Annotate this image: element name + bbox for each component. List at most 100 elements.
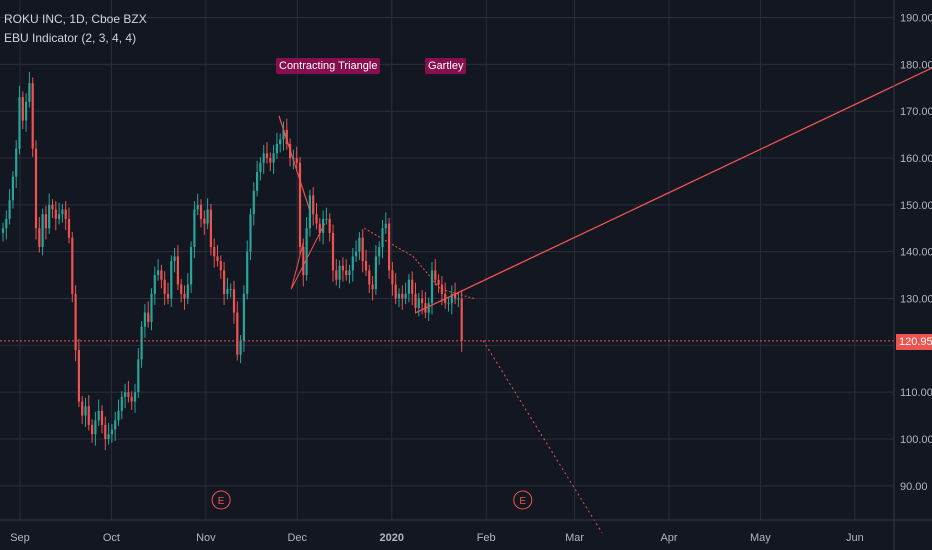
candle-body — [153, 275, 156, 294]
candle-body — [15, 148, 18, 177]
candle-body — [97, 410, 100, 421]
candle-body — [170, 261, 173, 299]
candle-body — [31, 83, 34, 149]
candle-body — [117, 410, 120, 421]
candle-body — [401, 293, 404, 299]
candle-body — [232, 289, 236, 313]
candle-body — [355, 251, 358, 257]
candle-body — [361, 237, 364, 262]
triangle-line — [290, 223, 326, 290]
candle-body — [107, 434, 110, 439]
candle-body — [457, 298, 460, 300]
candle-body — [454, 293, 457, 299]
candle-body — [411, 279, 414, 294]
candle-body — [140, 326, 143, 360]
x-tick-label: Feb — [477, 532, 496, 544]
candle-body — [226, 289, 229, 294]
candle-body — [302, 246, 305, 276]
candle-body — [137, 359, 140, 393]
candle-body — [272, 153, 275, 163]
candle-body — [249, 214, 252, 252]
candle-body — [196, 204, 199, 210]
x-tick-label: Sep — [10, 532, 30, 544]
candle-body — [450, 293, 453, 304]
candle-body — [275, 143, 278, 154]
candle-body — [335, 270, 338, 280]
y-tick-label: 140.00 — [900, 247, 932, 259]
candle-body — [176, 256, 179, 285]
candle-body — [190, 246, 193, 285]
candle-body — [81, 401, 84, 416]
earnings-marker-label: E — [218, 496, 225, 507]
chart-legend: ROKU INC, 1D, Cboe BZX EBU Indicator (2,… — [4, 10, 147, 48]
y-tick-label: 130.00 — [900, 294, 932, 306]
candle-body — [67, 218, 71, 238]
y-tick-label: 150.00 — [900, 200, 932, 212]
candle-body — [265, 153, 269, 159]
earnings-marker-circle — [211, 490, 231, 510]
candle-body — [203, 218, 206, 224]
candle-body — [315, 214, 318, 224]
candle-body — [331, 232, 335, 271]
candle-body — [325, 218, 328, 220]
symbol-title[interactable]: ROKU INC, 1D, Cboe BZX — [4, 12, 147, 26]
candle-body — [460, 298, 463, 341]
x-tick-label: May — [750, 532, 771, 544]
candle-body — [8, 200, 11, 219]
candle-body — [133, 392, 137, 402]
candle-body — [77, 350, 80, 402]
candle-body — [48, 204, 51, 229]
candle-body — [110, 429, 113, 435]
candle-body — [407, 279, 410, 294]
y-tick-label: 180.00 — [900, 59, 932, 71]
candle-body — [384, 223, 387, 229]
candle-body — [345, 270, 348, 276]
candle-body — [180, 284, 183, 294]
candle-body — [157, 270, 160, 276]
y-tick-label: 100.00 — [900, 434, 932, 446]
candle-body — [318, 223, 321, 233]
candle-body — [295, 158, 298, 163]
candle-body — [34, 148, 38, 229]
candle-body — [71, 237, 74, 294]
candle-body — [285, 129, 288, 144]
candle-body — [404, 293, 407, 299]
candle-body — [166, 293, 170, 299]
x-tick-label: Mar — [565, 532, 584, 544]
x-tick-label: Jun — [846, 532, 864, 544]
candle-body — [193, 209, 196, 247]
candle-body — [11, 176, 14, 201]
candle-body — [381, 228, 384, 247]
y-tick-label: 90.00 — [900, 481, 928, 493]
candle-body — [256, 172, 259, 191]
candle-body — [64, 209, 67, 219]
x-tick-label: 2020 — [379, 532, 403, 544]
candle-body — [229, 289, 232, 291]
candle-body — [312, 195, 315, 215]
candle-body — [378, 246, 381, 257]
triangle-line — [278, 115, 311, 210]
candle-body — [183, 293, 186, 299]
candle-body — [41, 214, 44, 247]
earnings-marker-circle — [513, 490, 533, 510]
candle-body — [143, 312, 146, 327]
gartley-line — [364, 227, 475, 299]
candle-body — [371, 284, 374, 290]
candle-body — [348, 270, 351, 276]
candle-body — [368, 270, 371, 285]
candle-body — [163, 279, 166, 294]
indicator-title[interactable]: EBU Indicator (2, 3, 4, 4) — [4, 31, 137, 45]
candle-body — [242, 293, 245, 341]
candle-body — [84, 406, 87, 416]
y-tick-label: 160.00 — [900, 153, 932, 165]
candle-body — [305, 228, 308, 276]
candle-body — [114, 420, 117, 430]
candle-body — [388, 223, 391, 271]
candle-body — [173, 256, 176, 262]
candle-body — [447, 303, 450, 305]
candle-body — [18, 97, 21, 149]
candle-body — [259, 162, 262, 173]
candle-body — [414, 293, 417, 308]
